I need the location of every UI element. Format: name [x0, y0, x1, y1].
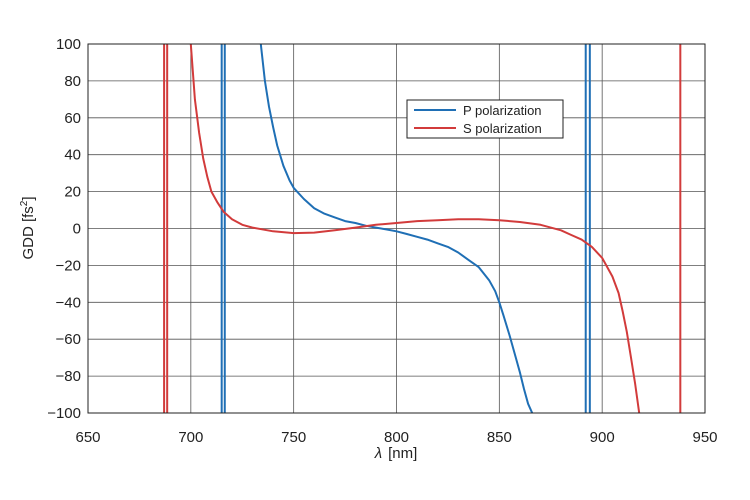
- y-tick-label: 40: [64, 147, 81, 164]
- y-tick-label: 20: [64, 184, 81, 201]
- y-tick-label: −40: [56, 294, 81, 311]
- y-axis-label-superscript: 2: [19, 200, 30, 206]
- y-tick-label: −20: [56, 257, 81, 274]
- x-tick-label: 950: [692, 429, 717, 446]
- legend-label-p: P polarization: [463, 103, 542, 118]
- x-tick-label: 700: [178, 429, 203, 446]
- x-axis-symbol: λ: [374, 445, 382, 462]
- plot-area: [163, 44, 682, 413]
- x-tick-label: 800: [384, 429, 409, 446]
- y-axis-label-close: ]: [20, 196, 37, 200]
- plot-frame: [87, 43, 706, 414]
- x-axis-label: λ [nm]: [374, 445, 418, 462]
- legend: P polarization S polarization: [406, 99, 564, 139]
- x-tick-label: 900: [590, 429, 615, 446]
- grid: [87, 43, 706, 414]
- legend-label-s: S polarization: [463, 121, 542, 136]
- x-tick-label: 650: [75, 429, 100, 446]
- y-tick-label: 0: [73, 221, 81, 238]
- x-axis-unit: [nm]: [388, 445, 417, 462]
- y-tick-label: −100: [47, 405, 81, 422]
- series-line-s-polarization: [189, 44, 641, 413]
- series-line-p-polarization: [259, 44, 534, 413]
- y-axis-label-text: GDD [fs: [20, 206, 37, 259]
- x-tick-label: 850: [487, 429, 512, 446]
- legend-box: [406, 99, 564, 139]
- x-tick-label: 750: [281, 429, 306, 446]
- tick-labels: 650 700 750 800 850 900 950 100 80 60 40 20 0 −20 −40 −…: [47, 36, 717, 446]
- y-axis-label: GDD [fs2]: [19, 196, 37, 259]
- y-tick-label: 60: [64, 110, 81, 127]
- y-tick-label: −60: [56, 331, 81, 348]
- y-tick-label: −80: [56, 368, 81, 385]
- y-tick-label: 100: [56, 36, 81, 53]
- y-tick-label: 80: [64, 73, 81, 90]
